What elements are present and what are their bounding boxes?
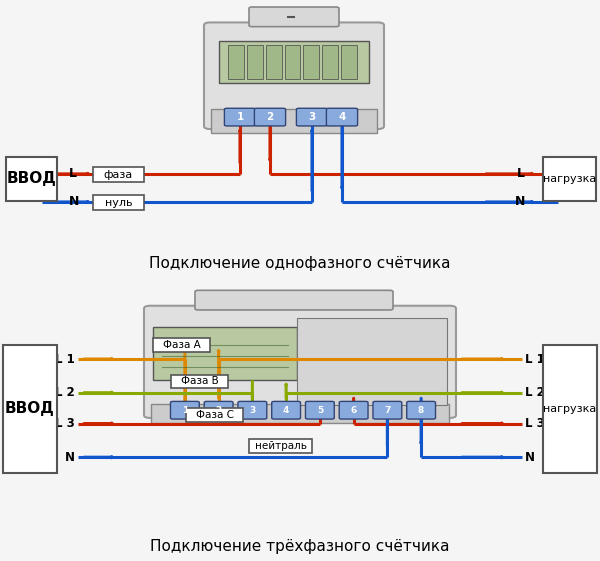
FancyBboxPatch shape [266, 45, 281, 79]
Text: 4: 4 [283, 406, 289, 415]
FancyBboxPatch shape [341, 45, 357, 79]
Text: L: L [69, 167, 77, 181]
FancyBboxPatch shape [171, 375, 228, 388]
Text: Подключение однофазного счётчика: Подключение однофазного счётчика [149, 256, 451, 271]
Text: Фаза В: Фаза В [181, 376, 218, 387]
FancyBboxPatch shape [204, 22, 384, 129]
FancyBboxPatch shape [339, 402, 368, 419]
FancyBboxPatch shape [284, 45, 301, 79]
Text: L 1: L 1 [55, 352, 75, 366]
Text: нейтраль: нейтраль [254, 441, 307, 451]
FancyBboxPatch shape [228, 45, 244, 79]
Text: N: N [525, 450, 535, 464]
Text: 3: 3 [249, 406, 256, 415]
Text: L 1: L 1 [525, 352, 545, 366]
FancyBboxPatch shape [170, 402, 199, 419]
FancyBboxPatch shape [195, 291, 393, 310]
FancyBboxPatch shape [296, 108, 328, 126]
FancyBboxPatch shape [204, 402, 233, 419]
Text: Подключение трёхфазного счётчика: Подключение трёхфазного счётчика [150, 540, 450, 554]
Text: 6: 6 [350, 406, 357, 415]
Text: L 3: L 3 [525, 417, 545, 430]
Text: 2: 2 [266, 112, 274, 122]
Text: N: N [515, 195, 525, 209]
FancyBboxPatch shape [407, 402, 436, 419]
Text: Фаза С: Фаза С [196, 410, 233, 420]
FancyBboxPatch shape [153, 338, 210, 352]
FancyBboxPatch shape [326, 108, 358, 126]
Text: L 2: L 2 [55, 386, 75, 399]
Text: нагрузка: нагрузка [543, 174, 596, 184]
FancyBboxPatch shape [144, 306, 456, 418]
FancyBboxPatch shape [249, 439, 312, 453]
FancyBboxPatch shape [249, 7, 339, 27]
FancyBboxPatch shape [543, 157, 596, 201]
FancyBboxPatch shape [3, 345, 57, 472]
Text: L 2: L 2 [525, 386, 545, 399]
Text: 1: 1 [182, 406, 188, 415]
Text: нуль: нуль [105, 197, 132, 208]
FancyBboxPatch shape [151, 404, 449, 423]
FancyBboxPatch shape [93, 195, 144, 210]
Text: 4: 4 [338, 112, 346, 122]
FancyBboxPatch shape [304, 45, 319, 79]
Text: 1: 1 [236, 112, 244, 122]
Text: Фаза А: Фаза А [163, 340, 200, 350]
Text: L 3: L 3 [55, 417, 75, 430]
FancyBboxPatch shape [211, 109, 377, 133]
Text: L: L [517, 167, 525, 181]
FancyBboxPatch shape [297, 319, 447, 405]
FancyBboxPatch shape [254, 108, 286, 126]
Text: 3: 3 [308, 112, 316, 122]
FancyBboxPatch shape [272, 402, 301, 419]
Text: нагрузка: нагрузка [544, 404, 596, 414]
Text: N: N [69, 195, 79, 209]
FancyBboxPatch shape [247, 45, 263, 79]
FancyBboxPatch shape [6, 157, 57, 201]
FancyBboxPatch shape [373, 402, 402, 419]
Text: 8: 8 [418, 406, 424, 415]
FancyBboxPatch shape [322, 45, 338, 79]
Text: ВВОД: ВВОД [5, 401, 55, 416]
Text: N: N [65, 450, 75, 464]
FancyBboxPatch shape [224, 108, 256, 126]
Text: 2: 2 [215, 406, 222, 415]
FancyBboxPatch shape [543, 345, 597, 472]
FancyBboxPatch shape [93, 167, 144, 182]
Text: фаза: фаза [104, 169, 133, 180]
FancyBboxPatch shape [305, 402, 334, 419]
Text: 7: 7 [384, 406, 391, 415]
FancyBboxPatch shape [186, 408, 243, 422]
FancyBboxPatch shape [153, 327, 297, 380]
FancyBboxPatch shape [219, 41, 369, 82]
Text: ВВОД: ВВОД [7, 171, 56, 186]
FancyBboxPatch shape [238, 402, 267, 419]
Text: 5: 5 [317, 406, 323, 415]
